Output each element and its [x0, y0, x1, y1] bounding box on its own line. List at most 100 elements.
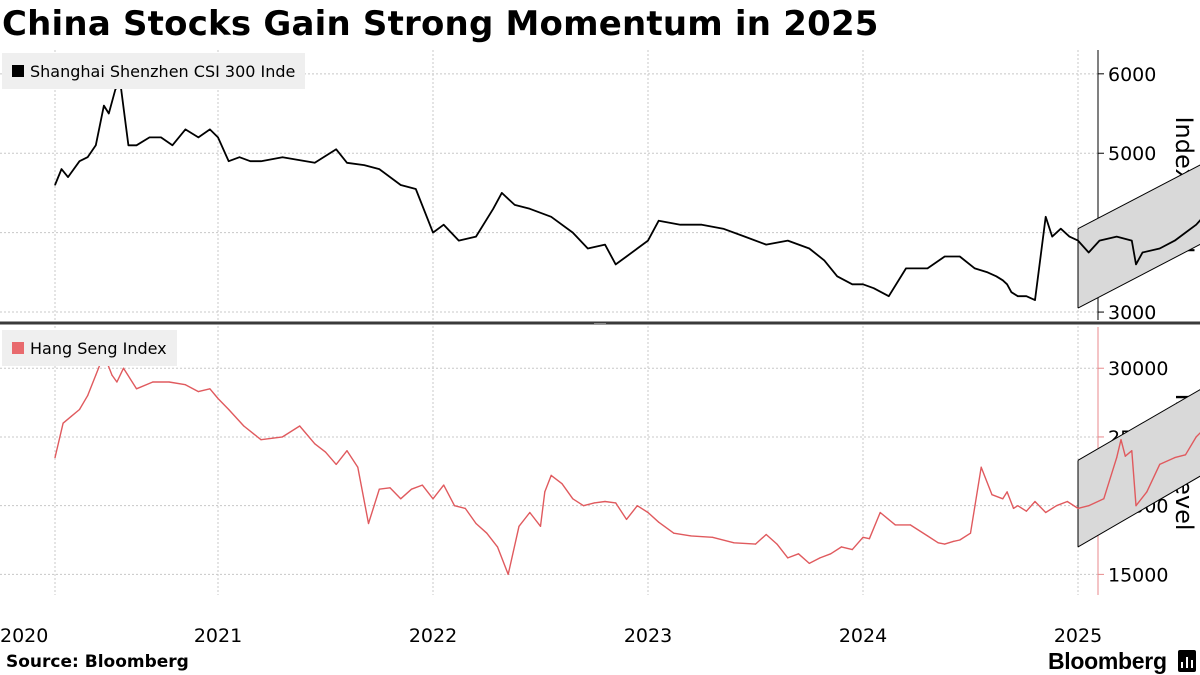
data-point-csi300-7 — [108, 112, 110, 115]
data-point-hsi-51 — [615, 502, 617, 504]
data-point-csi300-46 — [647, 240, 649, 242]
data-point-csi300-57 — [851, 283, 853, 285]
trend-channel-upper-hsi — [1077, 389, 1200, 461]
data-point-hsi-54 — [647, 511, 649, 514]
bloomberg-chart-icon — [1178, 650, 1196, 672]
trend-channel-lower-hsi — [1077, 475, 1200, 548]
data-point-csi300-84 — [1141, 251, 1144, 254]
data-point-hsi-32 — [421, 484, 423, 486]
data-point-csi300-69 — [1006, 283, 1008, 285]
data-point-hsi-50 — [604, 500, 606, 503]
data-point-csi300-60 — [888, 295, 890, 297]
data-point-csi300-83 — [1135, 263, 1137, 265]
data-point-csi300-16 — [197, 136, 199, 138]
legend-csi300: Shanghai Shenzhen CSI 300 Inde — [2, 53, 306, 89]
data-point-hsi-81 — [980, 466, 982, 468]
data-point-hsi-45 — [550, 474, 552, 476]
trend-channel-upper-csi300 — [1077, 164, 1200, 230]
data-point-hsi-14 — [197, 391, 199, 393]
data-point-csi300-2 — [67, 176, 69, 178]
data-point-csi300-20 — [238, 156, 241, 158]
data-point-csi300-36 — [501, 192, 503, 194]
data-point-csi300-1 — [60, 168, 63, 170]
data-point-csi300-22 — [260, 160, 262, 162]
data-point-hsi-79 — [959, 539, 961, 541]
data-point-csi300-33 — [458, 240, 460, 242]
data-point-hsi-16 — [217, 397, 219, 400]
chart-title: China Stocks Gain Strong Momentum in 202… — [2, 4, 879, 44]
data-point-csi300-53 — [787, 240, 789, 242]
data-point-csi300-37 — [514, 204, 516, 206]
data-point-hsi-64 — [797, 553, 800, 555]
data-point-hsi-103 — [1184, 454, 1187, 456]
data-point-hsi-99 — [1135, 505, 1137, 507]
data-point-hsi-98 — [1131, 450, 1133, 452]
legend-hsi: Hang Seng Index — [2, 330, 177, 366]
data-point-csi300-82 — [1131, 240, 1133, 242]
data-point-hsi-53 — [636, 505, 638, 507]
data-point-hsi-69 — [851, 549, 853, 551]
data-point-hsi-47 — [572, 498, 574, 500]
data-point-csi300-65 — [974, 267, 976, 269]
data-point-csi300-77 — [1068, 236, 1070, 238]
data-point-hsi-4 — [87, 395, 89, 397]
data-point-hsi-46 — [561, 483, 563, 485]
data-point-csi300-85 — [1159, 247, 1161, 250]
data-point-csi300-50 — [722, 228, 724, 230]
data-point-csi300-42 — [604, 244, 606, 246]
ytick-label-csi300-0: 3000 — [1108, 302, 1156, 324]
data-point-csi300-64 — [959, 255, 961, 258]
ytick-label-hsi-0: 15000 — [1108, 564, 1168, 586]
data-point-csi300-31 — [432, 232, 434, 234]
data-point-hsi-40 — [507, 573, 509, 576]
data-point-hsi-20 — [281, 436, 284, 438]
data-point-csi300-25 — [335, 148, 337, 150]
data-point-csi300-47 — [658, 220, 660, 222]
data-point-hsi-100 — [1146, 491, 1148, 493]
data-point-hsi-26 — [357, 466, 359, 468]
ytick-label-hsi-3: 30000 — [1108, 358, 1168, 380]
data-point-hsi-96 — [1120, 439, 1122, 441]
trend-channel-lower-csi300 — [1077, 243, 1200, 309]
data-point-hsi-19 — [260, 439, 262, 441]
data-point-hsi-67 — [830, 553, 832, 555]
data-point-hsi-30 — [400, 498, 402, 500]
data-point-csi300-23 — [281, 156, 284, 158]
data-point-hsi-52 — [625, 518, 628, 521]
data-point-csi300-27 — [363, 164, 365, 166]
data-point-hsi-84 — [1006, 491, 1008, 493]
data-point-hsi-92 — [1077, 507, 1079, 509]
data-point-csi300-15 — [184, 128, 186, 130]
data-point-csi300-6 — [103, 105, 105, 107]
data-point-csi300-81 — [1116, 236, 1118, 238]
data-point-hsi-24 — [335, 463, 337, 465]
data-point-hsi-25 — [346, 450, 348, 452]
data-point-csi300-79 — [1088, 251, 1090, 254]
data-point-hsi-102 — [1174, 457, 1176, 459]
data-point-csi300-41 — [587, 247, 589, 250]
data-point-hsi-31 — [410, 488, 413, 490]
data-point-hsi-97 — [1124, 455, 1126, 457]
data-point-hsi-10 — [135, 388, 138, 390]
data-point-hsi-5 — [95, 374, 97, 376]
data-point-csi300-76 — [1060, 228, 1062, 230]
legend-swatch-hsi — [12, 342, 24, 354]
data-point-hsi-34 — [443, 484, 445, 486]
data-point-hsi-1 — [62, 422, 64, 424]
data-point-hsi-95 — [1116, 457, 1118, 459]
data-point-csi300-4 — [87, 156, 89, 158]
legend-label-hsi: Hang Seng Index — [30, 338, 167, 358]
data-point-hsi-90 — [1055, 505, 1058, 507]
data-point-csi300-34 — [475, 236, 477, 238]
data-point-csi300-48 — [679, 224, 681, 226]
data-point-csi300-78 — [1077, 240, 1079, 242]
series-line-csi300-0 — [54, 80, 1200, 301]
data-point-hsi-74 — [909, 524, 911, 526]
data-point-hsi-60 — [754, 543, 757, 545]
data-point-hsi-2 — [70, 415, 72, 417]
data-point-hsi-65 — [808, 562, 810, 565]
data-point-csi300-73 — [1034, 299, 1036, 301]
data-point-csi300-32 — [443, 224, 445, 226]
data-point-csi300-21 — [249, 160, 251, 162]
data-point-csi300-75 — [1051, 236, 1053, 238]
